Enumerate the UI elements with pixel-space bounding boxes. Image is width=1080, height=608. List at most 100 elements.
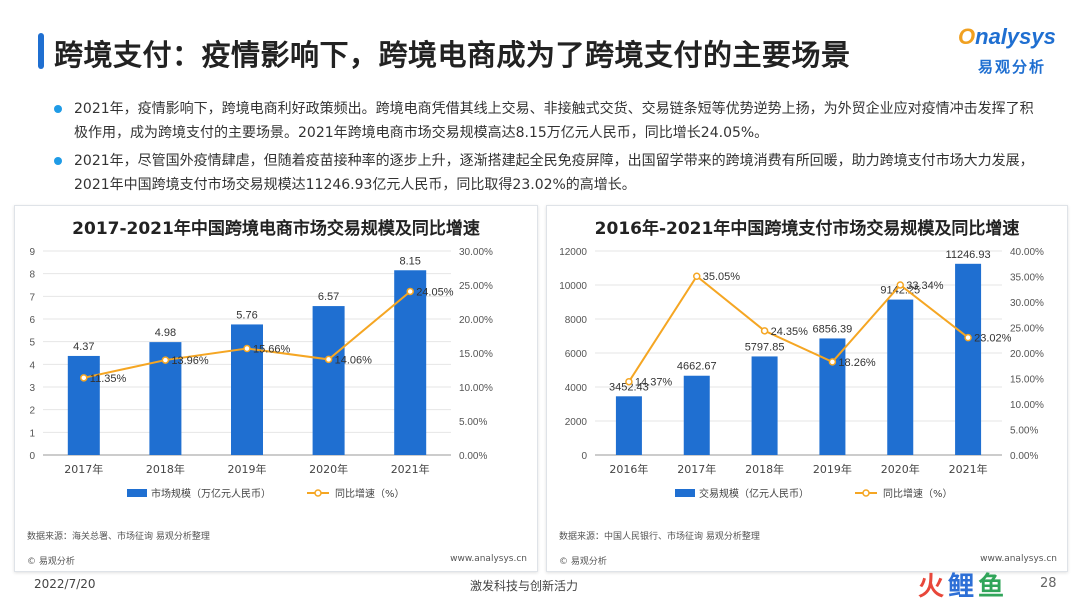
y-left-tick-label: 1 [29,428,35,439]
chart-site-link[interactable]: www.analysys.cn [980,554,1057,564]
legend-bar-label: 市场规模（万亿元人民币） [151,487,271,500]
y-left-tick-label: 8000 [565,315,588,326]
legend-line-label: 同比增速（%） [335,487,405,500]
bar-value-label: 6856.39 [813,323,853,335]
y-left-tick-label: 10000 [559,281,587,292]
y-right-tick-label: 25.00% [459,281,493,292]
growth-point [896,281,904,289]
growth-value-label: 14.37% [635,377,673,389]
payment-chart-panel: 0 2000 4000 6000 8000 10000 12000 0.00% 5.00% 10.… [546,205,1068,572]
growth-point [80,374,88,382]
chart-source: 数据来源：中国人民银行、市场征询 易观分析整理 [559,532,760,542]
y-right-tick-label: 30.00% [459,247,493,258]
y-right-tick-label: 5.00% [459,417,487,428]
bar [683,375,710,455]
chart-source: 数据来源：海关总署、市场征询 易观分析整理 [27,532,210,542]
partner-logo-char: 火 [918,572,949,602]
bar-value-label: 11246.93 [946,249,991,261]
bar-value-label: 5.76 [236,309,257,321]
growth-value-label: 11.35% [90,373,127,385]
bullet-item: 2021年，尽管国外疫情肆虐，但随着疫苗接种率的逐步上升，逐渐搭建起全民免疫屏障… [52,149,1042,197]
growth-value-label: 35.05% [703,271,741,283]
x-tick-label: 2020年 [309,462,348,476]
y-right-tick-label: 0.00% [1010,451,1038,462]
y-right-tick-label: 15.00% [459,349,493,360]
logo-chinese: 易观分析 [978,58,1047,76]
growth-line [628,274,969,383]
growth-point [324,355,333,364]
y-right-tick-label: 20.00% [459,315,493,326]
growth-point [243,344,251,353]
x-tick-label: 2018年 [745,462,784,476]
bullet-text: 2021年，疫情影响下，跨境电商利好政策频出。跨境电商凭借其线上交易、非接触式交… [74,101,1034,141]
y-left-tick-label: 6 [29,315,35,326]
y-right-tick-label: 25.00% [1010,324,1044,335]
bar-value-label: 6.57 [318,291,339,303]
bar [955,263,982,455]
y-right-tick-label: 20.00% [1010,349,1044,360]
chart-title: 2016年-2021年中国跨境支付市场交易规模及同比增速 [594,219,1020,239]
growth-value-label: 18.26% [838,357,876,369]
growth-point [964,333,972,342]
y-left-tick-label: 8 [29,270,35,281]
y-left-tick-label: 12000 [559,247,587,258]
growth-value-label: 14.06% [335,354,373,366]
y-right-tick-label: 15.00% [1010,375,1044,386]
payment-chart: 0 2000 4000 6000 8000 10000 12000 0.00% 5.00% 10.… [559,247,1044,500]
page-number: 28 [1040,576,1057,591]
y-right-tick-label: 35.00% [1010,273,1044,284]
bar-value-label: 4.98 [155,327,176,339]
partner-logo: 火鲤鱼 [918,566,1008,603]
summary-bullets: 2021年，疫情影响下，跨境电商利好政策频出。跨境电商凭借其线上交易、非接触式交… [52,97,1042,201]
y-left-tick-label: 2000 [565,417,588,428]
bar-value-label: 5797.85 [745,341,785,353]
legend-line-label: 同比增速（%） [883,487,953,500]
bullet-item: 2021年，疫情影响下，跨境电商利好政策频出。跨境电商凭借其线上交易、非接触式交… [52,97,1042,145]
y-left-tick-label: 6000 [565,349,588,360]
ecommerce-chart: 0 1 2 3 4 5 6 7 8 9 0.00% 5.00% 10.00% 15.00% 20.00% 25… [29,247,493,500]
y-left-tick-label: 5 [29,338,35,349]
x-tick-label: 2020年 [881,462,920,476]
growth-value-label: 24.05% [416,286,454,298]
y-right-tick-label: 5.00% [1010,426,1038,437]
growth-value-label: 23.02% [974,333,1012,345]
x-tick-label: 2016年 [609,462,648,476]
y-left-tick-label: 4000 [565,383,588,394]
growth-value-label: 13.96% [171,355,209,367]
growth-point [693,272,701,280]
growth-point [161,356,170,364]
page-title: 跨境支付：疫情影响下，跨境电商成为了跨境支付的主要场景 [54,38,851,72]
bar [312,306,345,455]
footer-slogan: 激发科技与创新活力 [470,579,579,593]
x-tick-label: 2017年 [677,462,716,476]
x-tick-label: 2019年 [813,462,852,476]
growth-point [828,358,837,366]
y-left-tick-label: 2 [29,406,35,417]
y-right-tick-label: 0.00% [459,451,487,462]
bullet-dot-icon [54,105,62,113]
bar-value-label: 3452.43 [609,381,649,393]
bar [751,356,778,455]
analysys-logo: Onalysys 易观分析 [958,24,1068,80]
growth-point [406,287,414,296]
partner-logo-char: 鱼 [978,572,1009,602]
legend-bar-swatch [127,489,147,497]
y-left-tick-label: 0 [29,451,35,462]
y-left-tick-label: 3 [29,383,35,394]
chart-site-link[interactable]: www.analysys.cn [450,554,527,564]
y-right-tick-label: 30.00% [1010,298,1044,309]
growth-point [625,377,633,386]
y-right-tick-label: 40.00% [1010,247,1044,258]
bar-value-label: 4662.67 [677,361,717,373]
growth-value-label: 15.66% [253,344,291,356]
title-accent-bar [38,33,44,69]
bullet-text: 2021年，尽管国外疫情肆虐，但随着疫苗接种率的逐步上升，逐渐搭建起全民免疫屏障… [74,153,1034,193]
growth-point [760,327,769,335]
legend-bar-label: 交易规模（亿元人民币） [699,487,809,500]
ecommerce-chart-panel: 0 1 2 3 4 5 6 7 8 9 0.00% 5.00% 10.00% 15.00% 20.00% 25… [14,205,538,572]
y-right-tick-label: 10.00% [459,383,493,394]
bar [887,299,914,455]
footer-date: 2022/7/20 [34,577,96,591]
growth-value-label: 33.34% [906,280,944,292]
x-tick-label: 2021年 [391,462,430,476]
